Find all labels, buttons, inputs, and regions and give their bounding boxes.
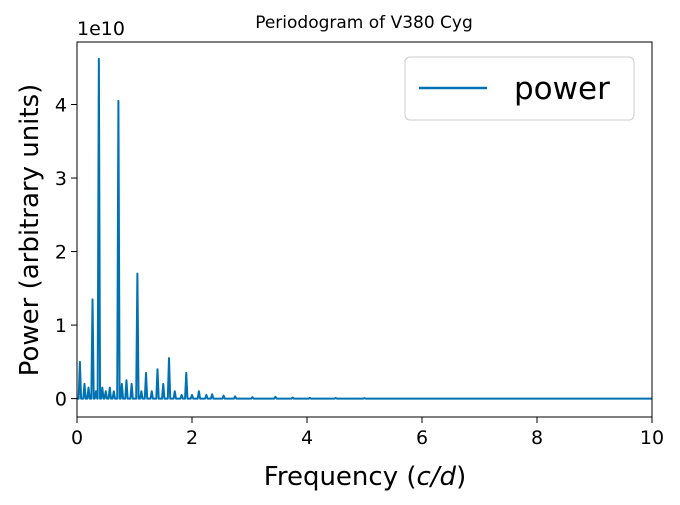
x-tick-label-0: 0 — [71, 427, 83, 449]
data-point-1 — [83, 383, 86, 385]
data-point-13 — [131, 383, 133, 385]
data-point-14 — [136, 273, 138, 275]
series-line-power — [77, 57, 652, 400]
data-point-22 — [181, 394, 183, 396]
data-point-10 — [117, 100, 119, 102]
data-point-33 — [309, 397, 311, 399]
legend-label-power: power — [514, 71, 610, 107]
data-point-27 — [211, 393, 213, 395]
chart-title: Periodogram of V380 Cyg — [255, 13, 473, 33]
data-point-29 — [234, 395, 236, 398]
data-point-16 — [145, 372, 147, 374]
y-tick-label-3: 3 — [55, 168, 67, 190]
data-point-11 — [121, 383, 123, 385]
data-point-5 — [98, 58, 100, 60]
y-tick-label-4: 4 — [55, 95, 67, 117]
data-point-31 — [274, 396, 276, 398]
legend: power — [404, 56, 635, 121]
y-axis-label: Power (arbitrary units) — [15, 84, 45, 377]
data-point-25 — [198, 390, 200, 392]
x-axis-label: Frequency (c/d) — [264, 462, 466, 492]
y-tick-label-0: 0 — [55, 389, 67, 411]
data-point-19 — [162, 383, 164, 385]
y-tick-label-1: 1 — [55, 315, 67, 337]
plot-area: 0 2 4 6 8 10 0 1 2 3 4 — [55, 41, 664, 449]
data-point-20 — [168, 357, 170, 359]
data-point-28 — [223, 395, 225, 397]
x-tick-label-8: 8 — [531, 427, 543, 449]
x-axis-label-prefix: Frequency ( — [264, 462, 417, 492]
data-point-17 — [151, 390, 153, 392]
data-point-7 — [105, 390, 107, 392]
data-point-3 — [91, 298, 94, 300]
data-point-35 — [363, 397, 366, 399]
y-offset-label: 1e10 — [77, 18, 125, 40]
data-point-26 — [205, 394, 207, 396]
legend-box — [404, 56, 635, 121]
data-point-18 — [156, 368, 159, 370]
data-point-34 — [335, 397, 337, 399]
x-axis-label-var: c/d — [417, 462, 457, 492]
x-tick-label-10: 10 — [640, 427, 664, 449]
data-point-21 — [174, 390, 176, 392]
data-point-30 — [251, 396, 253, 398]
data-point-15 — [140, 390, 142, 392]
x-tick-label-2: 2 — [186, 427, 198, 449]
data-point-12 — [125, 379, 128, 381]
x-tick-label-4: 4 — [301, 427, 313, 449]
plot-frame — [76, 41, 653, 418]
x-tick-label-6: 6 — [416, 427, 428, 449]
data-point-0 — [79, 361, 81, 363]
data-point-9 — [113, 390, 115, 392]
x-axis-label-suffix: ) — [456, 462, 466, 492]
data-point-32 — [292, 396, 294, 399]
data-point-23 — [185, 372, 187, 374]
data-point-24 — [191, 394, 193, 396]
data-point-4 — [95, 390, 97, 392]
data-point-2 — [87, 386, 90, 389]
data-point-8 — [109, 386, 111, 389]
data-point-6 — [101, 386, 103, 389]
y-tick-label-2: 2 — [55, 242, 67, 264]
